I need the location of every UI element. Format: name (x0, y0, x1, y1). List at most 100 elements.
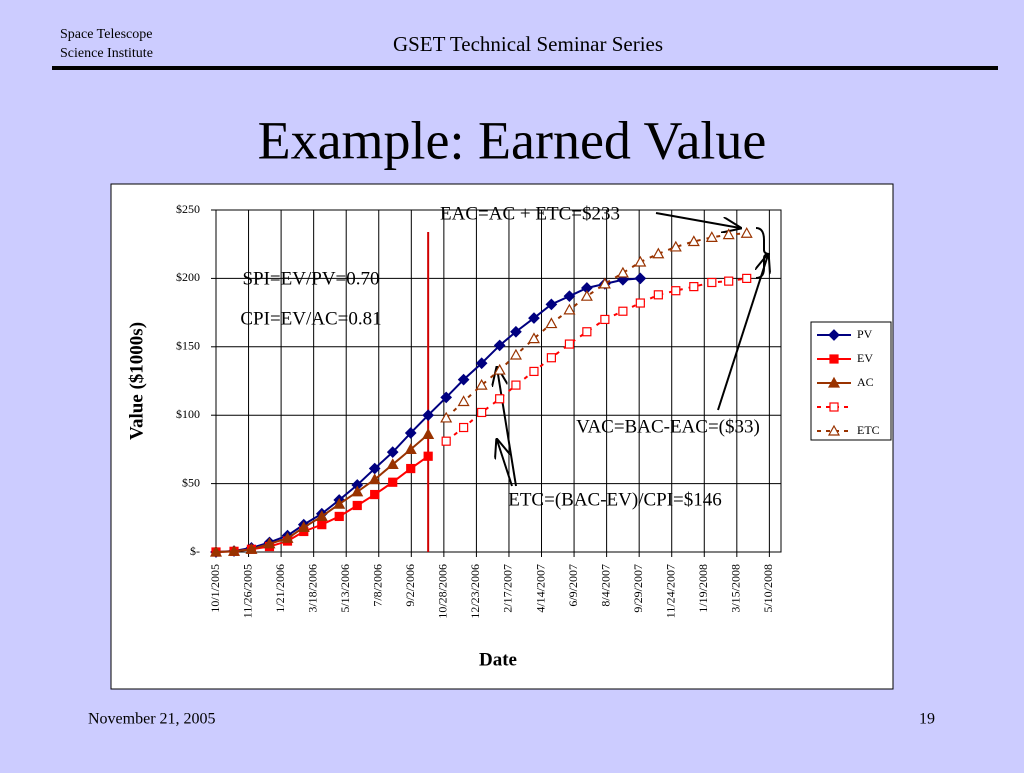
marker (510, 325, 522, 338)
marker (281, 532, 294, 543)
marker (580, 289, 593, 301)
marker (457, 395, 470, 407)
x-tick-label: 3/18/2006 (305, 564, 319, 613)
y-tick-label: $100 (176, 407, 200, 421)
page-number: 19 (919, 711, 935, 728)
marker (669, 240, 682, 252)
annotation: EAC=AC + ETC=$233 (440, 203, 620, 224)
y-tick-label: $200 (176, 270, 200, 284)
annotation-box (214, 264, 409, 296)
marker (477, 407, 487, 418)
x-tick-label: 7/8/2006 (371, 564, 385, 607)
arrow (717, 255, 768, 411)
marker (263, 537, 276, 549)
marker (493, 363, 506, 375)
series-title: GSET Technical Seminar Series (393, 32, 663, 56)
marker (829, 402, 839, 412)
x-tick-label: 9/2/2006 (403, 564, 417, 607)
brace (755, 227, 771, 279)
marker (582, 327, 592, 337)
x-tick-label: 6/9/2007 (566, 564, 580, 607)
org-name: Science Institute (60, 46, 153, 61)
marker (634, 255, 647, 267)
y-tick-label: $150 (176, 339, 200, 353)
annotation: VAC=BAC-EAC=($33) (576, 416, 760, 437)
annotation: CPI=EV/AC=0.81 (240, 308, 381, 329)
annotation-box (404, 200, 656, 230)
marker (722, 228, 735, 240)
slide-title: Example: Earned Value (258, 110, 767, 170)
marker (527, 332, 540, 344)
marker (388, 477, 398, 487)
marker (422, 428, 435, 439)
x-tick-label: 1/19/2008 (696, 564, 710, 613)
annotation-box (540, 410, 797, 445)
x-tick-label: 5/13/2006 (338, 564, 352, 613)
legend-label: AC (857, 375, 874, 389)
marker (724, 276, 734, 286)
marker (600, 314, 610, 325)
footer-date: November 21, 2005 (88, 711, 216, 728)
annotation-box (212, 304, 411, 336)
marker (563, 290, 576, 303)
arrow (497, 440, 513, 487)
marker (653, 290, 663, 300)
marker (440, 391, 453, 404)
marker (545, 317, 558, 329)
x-axis-label: Date (479, 649, 517, 670)
marker (545, 298, 558, 311)
marker (828, 329, 840, 341)
marker (315, 510, 328, 522)
marker (616, 266, 629, 278)
marker (423, 451, 433, 461)
marker (459, 422, 469, 433)
y-tick-label: $- (190, 544, 200, 558)
marker (317, 520, 327, 530)
plot-border (215, 209, 782, 553)
arrow (655, 212, 740, 228)
y-axis-label: Value ($1000s) (126, 322, 147, 440)
marker (422, 409, 435, 422)
org-name: Space Telescope (60, 27, 152, 42)
x-tick-label: 10/1/2005 (208, 564, 222, 613)
marker (495, 394, 505, 404)
x-tick-label: 9/29/2007 (631, 564, 645, 613)
marker (386, 446, 399, 458)
marker (404, 443, 417, 454)
marker (652, 247, 665, 259)
marker (404, 427, 417, 439)
marker (386, 458, 399, 470)
x-tick-label: 12/23/2006 (468, 564, 482, 619)
marker (334, 511, 344, 522)
marker (598, 277, 611, 289)
marker (671, 286, 681, 296)
x-tick-label: 2/17/2007 (501, 564, 515, 613)
marker (475, 357, 488, 370)
marker (333, 497, 346, 509)
marker (406, 463, 416, 474)
legend-label: EV (857, 351, 873, 365)
marker (370, 489, 380, 500)
marker (368, 473, 381, 485)
x-tick-label: 4/14/2007 (533, 564, 547, 613)
x-tick-label: 11/26/2005 (240, 564, 254, 618)
marker (742, 273, 752, 283)
x-tick-label: 8/4/2007 (598, 564, 612, 607)
marker (209, 545, 223, 557)
marker (687, 235, 700, 247)
x-tick-label: 1/21/2006 (273, 564, 287, 613)
marker (707, 277, 717, 288)
marker (564, 339, 575, 349)
x-tick-label: 11/24/2007 (663, 564, 677, 618)
marker (635, 298, 645, 308)
arrow (497, 368, 517, 487)
annotation: ETC=(BAC-EV)/CPI=$146 (508, 489, 722, 510)
x-tick-label: 3/15/2008 (729, 564, 743, 613)
marker (351, 485, 364, 497)
marker (475, 378, 488, 390)
marker (829, 354, 839, 364)
marker (827, 424, 841, 436)
x-tick-label: 5/10/2008 (761, 564, 775, 613)
